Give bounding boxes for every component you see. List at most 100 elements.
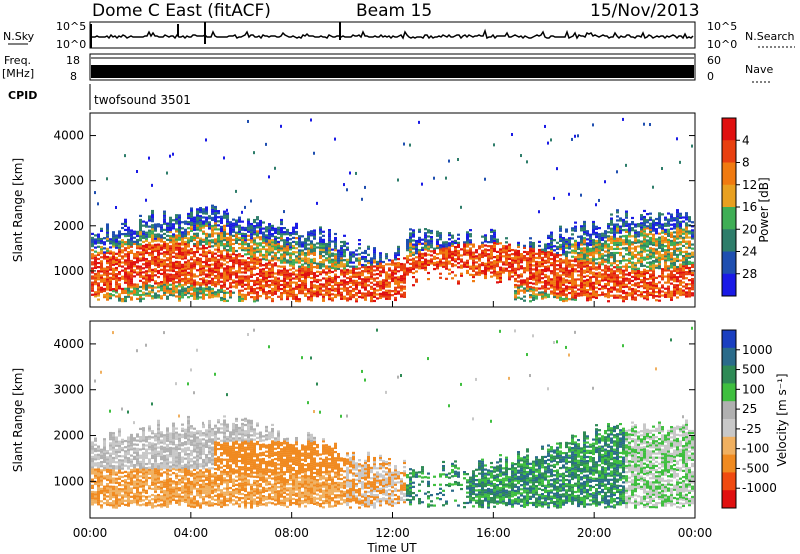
power-cell xyxy=(544,255,547,258)
power-cell xyxy=(529,251,532,254)
power-cell xyxy=(487,269,490,272)
power-cell xyxy=(157,251,160,254)
power-cell xyxy=(670,272,673,275)
power-cell xyxy=(202,252,205,256)
power-cell xyxy=(652,237,655,240)
power-cell xyxy=(514,253,517,256)
power-cell xyxy=(607,235,610,238)
power-cell xyxy=(292,293,295,296)
power-cell xyxy=(691,288,694,291)
power-cell xyxy=(415,248,418,251)
power-cell xyxy=(634,253,637,257)
power-cell xyxy=(604,282,607,286)
power-cell xyxy=(385,281,388,284)
power-cell xyxy=(190,250,193,253)
power-cell xyxy=(238,265,241,268)
nsearch-top-tick: 10^5 xyxy=(707,20,737,33)
power-cell xyxy=(265,244,268,247)
power-cell xyxy=(328,283,331,287)
power-cell xyxy=(652,251,655,255)
power-cell xyxy=(535,287,538,290)
power-cell xyxy=(151,216,154,219)
power-cell xyxy=(121,239,124,242)
power-cell xyxy=(640,293,643,296)
power-cell xyxy=(349,281,352,284)
power-cell xyxy=(637,285,640,289)
power-cell xyxy=(202,240,205,243)
power-cell xyxy=(286,281,289,284)
power-cell xyxy=(205,208,208,211)
power-cell xyxy=(346,268,349,272)
power-cell xyxy=(634,231,637,234)
power-cell xyxy=(520,289,523,292)
power-cell xyxy=(418,267,421,270)
power-cell xyxy=(664,261,667,264)
power-cell xyxy=(109,242,112,245)
power-cell xyxy=(652,272,655,275)
power-cell xyxy=(604,258,607,261)
power-cell xyxy=(472,255,475,258)
power-cell xyxy=(649,269,652,272)
power-cell xyxy=(529,249,532,252)
power-cell xyxy=(565,240,568,243)
power-cell xyxy=(643,209,646,213)
power-cell xyxy=(208,294,211,297)
power-cell xyxy=(289,242,292,245)
power-cell xyxy=(379,288,382,291)
power-cell xyxy=(667,289,670,292)
power-cell xyxy=(352,255,355,258)
power-cell xyxy=(568,237,571,240)
power-cell xyxy=(379,292,382,295)
power-cell xyxy=(637,235,640,238)
power-cell xyxy=(244,271,247,274)
power-cell xyxy=(190,272,193,275)
power-cell xyxy=(289,238,292,241)
power-cell xyxy=(91,238,94,242)
power-cell xyxy=(307,292,310,295)
power-cell xyxy=(223,234,226,238)
power-cell xyxy=(658,289,661,292)
power-cell xyxy=(319,262,322,266)
power-cell xyxy=(394,264,397,267)
power-cell xyxy=(640,279,643,282)
power-cell xyxy=(154,280,157,283)
power-cell xyxy=(685,273,688,276)
power-cell xyxy=(670,290,673,293)
power-cell xyxy=(592,228,595,232)
power-cell xyxy=(343,271,346,274)
power-cell xyxy=(244,261,247,264)
power-cell xyxy=(676,276,679,279)
power-cell xyxy=(433,261,436,265)
power-cell xyxy=(325,257,328,260)
power-cell xyxy=(595,248,598,251)
power-cell xyxy=(409,236,412,239)
power-cell xyxy=(493,249,496,253)
power-cell xyxy=(229,278,232,281)
power-cell xyxy=(652,255,655,259)
power-cell xyxy=(166,283,169,286)
power-cell xyxy=(208,257,211,260)
power-cell xyxy=(523,258,526,262)
power-cell xyxy=(493,241,496,244)
power-cell xyxy=(598,283,601,287)
power-cell xyxy=(691,280,694,283)
power-cell xyxy=(535,277,538,280)
power-cell xyxy=(160,295,163,298)
power-cell xyxy=(382,281,385,284)
power-cell xyxy=(499,278,502,281)
power-cell xyxy=(637,257,640,260)
power-cell xyxy=(613,288,616,291)
power-cell xyxy=(589,251,592,255)
power-cell xyxy=(613,257,616,261)
power-cell xyxy=(406,242,409,246)
power-cell xyxy=(550,262,553,265)
power-cell xyxy=(247,238,250,241)
power-cell xyxy=(598,263,601,266)
power-cell xyxy=(280,239,283,242)
power-cell xyxy=(490,245,493,248)
power-cell xyxy=(490,255,493,258)
power-cell xyxy=(646,286,649,289)
power-cell xyxy=(679,269,682,272)
power-cell xyxy=(616,219,619,222)
power-cell xyxy=(574,278,577,281)
